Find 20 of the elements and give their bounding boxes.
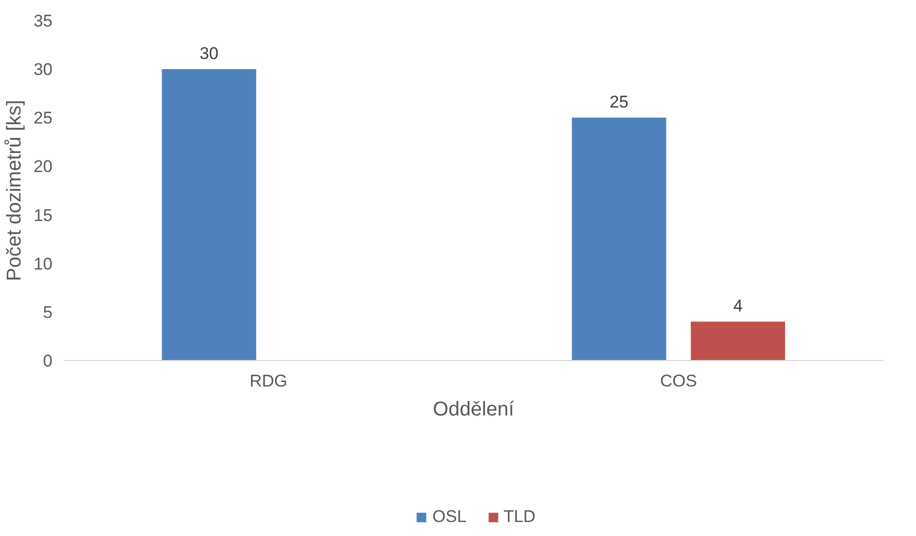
y-axis-title: Počet dozimetrů [ks] xyxy=(4,100,26,282)
data-label: 4 xyxy=(733,296,743,316)
y-tick-label: 0 xyxy=(43,352,53,370)
y-tick-label: 5 xyxy=(43,302,53,322)
y-tick-label: 30 xyxy=(34,60,53,80)
legend-label: OSL xyxy=(432,506,466,526)
y-tick-label: 10 xyxy=(34,254,53,274)
bar xyxy=(572,118,666,360)
bar xyxy=(690,322,786,360)
x-axis-title: Oddělení xyxy=(432,398,515,420)
x-tick-label: RDG xyxy=(250,372,288,390)
x-tick-label: COS xyxy=(660,372,697,390)
data-label: 25 xyxy=(610,92,629,112)
y-tick-label: 15 xyxy=(34,206,53,225)
y-tick-label: 20 xyxy=(34,157,53,176)
legend-label: TLD xyxy=(503,506,536,526)
y-tick-label: 25 xyxy=(34,108,53,128)
data-label: 30 xyxy=(200,44,219,64)
bar xyxy=(162,69,256,360)
y-tick-label: 35 xyxy=(34,12,53,30)
